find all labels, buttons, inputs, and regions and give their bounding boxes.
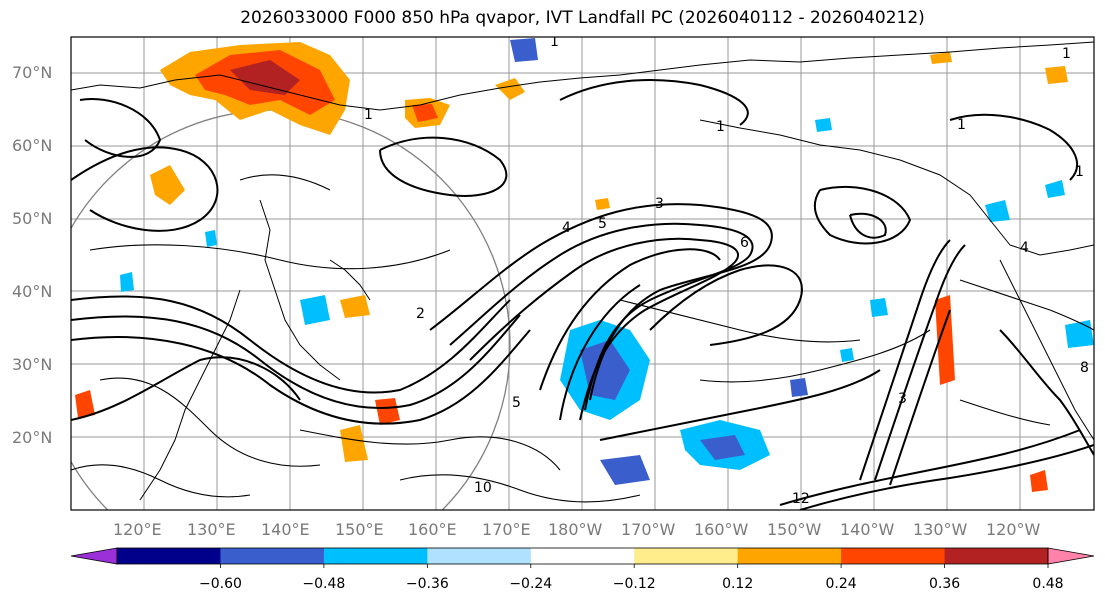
lat-label-70n: 70°N bbox=[12, 63, 52, 82]
colorbar-segment bbox=[841, 548, 946, 564]
colorbar-tick-label: −0.36 bbox=[406, 576, 449, 592]
colorbar-tick-label: 0.24 bbox=[826, 576, 857, 592]
contour-label: 5 bbox=[598, 216, 607, 232]
contour-label: 10 bbox=[474, 480, 492, 496]
lon-label: 140°E bbox=[261, 520, 310, 539]
colorbar-tick-label: −0.24 bbox=[509, 576, 552, 592]
contour-label: 1 bbox=[716, 119, 725, 135]
colorbar-tick-label: −0.48 bbox=[302, 576, 345, 592]
contour-label: 1 bbox=[550, 34, 559, 50]
colorbar-tick-label: 0.12 bbox=[722, 576, 753, 592]
positive-anomaly-fills bbox=[75, 42, 1068, 492]
graticule bbox=[71, 37, 1094, 510]
lon-label: 180°W bbox=[548, 520, 603, 539]
lon-label: 120°E bbox=[113, 520, 162, 539]
contour-label: 5 bbox=[512, 395, 521, 411]
contour-label: 4 bbox=[562, 220, 571, 236]
colorbar-segment bbox=[944, 548, 1049, 564]
lat-label-50n: 50°N bbox=[12, 209, 52, 228]
colorbar-ticks: −0.60 −0.48 −0.36 −0.24 −0.12 0.12 0.24 0.36 0.4… bbox=[199, 564, 1064, 592]
latitude-labels: 70°N 60°N 50°N 40°N 30°N 20°N bbox=[12, 63, 52, 447]
contour-label: 1 bbox=[364, 107, 373, 123]
lon-label: 150°W bbox=[767, 520, 822, 539]
map-frame bbox=[70, 36, 1095, 511]
lon-label: 150°E bbox=[335, 520, 384, 539]
map-title: 2026033000 F000 850 hPa qvapor, IVT Land… bbox=[240, 8, 925, 28]
ivt-contours-thin bbox=[71, 174, 1094, 503]
lat-label-60n: 60°N bbox=[12, 136, 52, 155]
contour-labels: 1 1 1 1 1 1 3 4 5 6 2 3 4 5 8 12 10 bbox=[364, 34, 1089, 507]
colorbar-segment bbox=[427, 548, 532, 564]
lon-label: 160°W bbox=[694, 520, 749, 539]
colorbar-segment bbox=[737, 548, 842, 564]
contour-label: 4 bbox=[1020, 240, 1029, 256]
lon-label: 170°W bbox=[621, 520, 676, 539]
negative-anomaly-fills bbox=[120, 38, 1094, 485]
colorbar-segment bbox=[634, 548, 739, 564]
lon-label: 170°E bbox=[482, 520, 531, 539]
lon-label: 130°E bbox=[187, 520, 236, 539]
contour-label: 2 bbox=[416, 306, 425, 322]
colorbar-tick-label: −0.12 bbox=[613, 576, 656, 592]
contour-label: 1 bbox=[1075, 164, 1084, 180]
colorbar-segment bbox=[117, 548, 221, 564]
lon-label: 160°E bbox=[408, 520, 457, 539]
contour-label: 1 bbox=[957, 117, 966, 133]
colorbar-tick-label: 0.36 bbox=[929, 576, 960, 592]
contour-label: 1 bbox=[1062, 46, 1071, 62]
longitude-labels: 120°E 130°E 140°E 150°E 160°E 170°E 180°… bbox=[113, 520, 1041, 539]
lat-label-40n: 40°N bbox=[12, 282, 52, 301]
colorbar-extend-low bbox=[70, 547, 118, 565]
colorbar-segment bbox=[323, 548, 428, 564]
colorbar-border bbox=[116, 547, 1049, 565]
contour-label: 8 bbox=[1080, 360, 1089, 376]
colorbar-segment bbox=[220, 548, 325, 564]
colorbar-segment bbox=[530, 548, 635, 564]
ivt-contours bbox=[71, 79, 1094, 510]
contour-label: 12 bbox=[792, 491, 810, 507]
contour-label: 3 bbox=[655, 196, 664, 212]
colorbar-tick-label: −0.60 bbox=[199, 576, 242, 592]
lon-label: 120°W bbox=[986, 520, 1041, 539]
lon-label: 130°W bbox=[913, 520, 968, 539]
lon-label: 140°W bbox=[840, 520, 895, 539]
colorbar bbox=[70, 547, 1095, 565]
contour-label: 6 bbox=[740, 235, 749, 251]
colorbar-extend-high bbox=[1047, 547, 1095, 565]
contour-label: 3 bbox=[898, 391, 907, 407]
lat-label-20n: 20°N bbox=[12, 428, 52, 447]
coastlines bbox=[71, 41, 1094, 501]
colorbar-tick-label: 0.48 bbox=[1032, 576, 1063, 592]
lat-label-30n: 30°N bbox=[12, 355, 52, 374]
